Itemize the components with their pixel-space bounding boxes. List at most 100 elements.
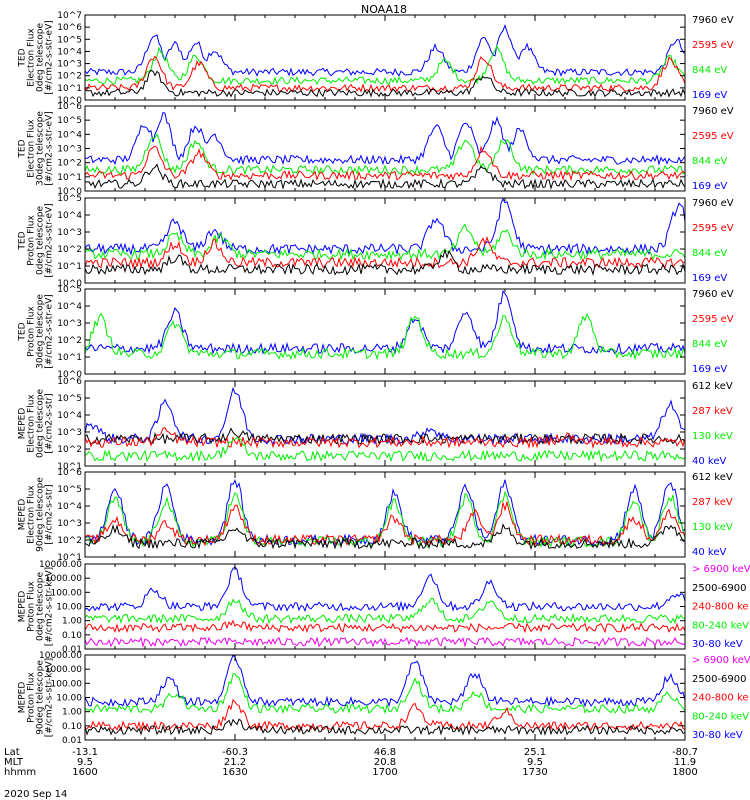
panel-1: 10^010^110^210^310^410^510^610^7TEDElect… — [18, 11, 734, 106]
y-tick-label: 10^1 — [57, 553, 82, 563]
y-tick-label: 10^4 — [57, 211, 82, 221]
footer-hhmm-value: 1600 — [72, 767, 97, 778]
panel-frame — [84, 563, 686, 650]
series-line-black — [85, 523, 685, 551]
footer-row-label: MLT — [4, 757, 24, 768]
y-tick-label: 10^2 — [57, 536, 82, 546]
y-axis-label-line: MEPED — [18, 499, 28, 531]
y-tick-label: 10^3 — [57, 60, 82, 70]
y-axis-label-line: 0deg telescope — [36, 23, 46, 93]
y-axis-label-line: Proton Flux — [27, 215, 37, 266]
y-axis-label: MEPEDProton Flux0deg telescope[#/cm2-s-s… — [18, 567, 55, 646]
y-axis-label-line: [#/cm2-s-str] — [45, 393, 55, 453]
series-line-green — [85, 598, 685, 625]
y-axis-label-line: 0deg telescope — [36, 572, 46, 642]
footer-mlt-value: 11.9 — [674, 757, 696, 768]
legend-entry: 612 keV — [692, 472, 733, 483]
legend-entry: 2595 eV — [692, 223, 734, 234]
y-axis-label: TEDProton Flux30deg telescope[#/cm2-s-st… — [18, 294, 55, 369]
series-line-magenta — [85, 636, 685, 649]
legend-entry: 7960 eV — [692, 289, 734, 300]
y-axis-label-line: [#/cm2-s-str-keV] — [45, 567, 55, 646]
y-tick-label: 10^1 — [57, 462, 82, 472]
footer-lat-value: -13.1 — [72, 747, 98, 758]
y-tick-label: 10^7 — [57, 11, 82, 21]
y-axis-label: MEPEDElectron Flux0deg telescope[#/cm2-s… — [18, 389, 55, 459]
legend-entry: 2595 eV — [692, 131, 734, 142]
y-tick-label: 1.00 — [62, 708, 82, 718]
series-line-green — [85, 44, 685, 86]
y-tick-label: 10000.00 — [39, 560, 82, 570]
panel-frame — [84, 288, 686, 375]
series-line-black — [85, 163, 685, 190]
legend-entry: 844 eV — [692, 339, 727, 350]
series-line-green — [85, 673, 685, 715]
y-axis-label-line: 90deg telescope — [36, 660, 46, 735]
footer-lat-value: -80.7 — [672, 747, 698, 758]
y-tick-label: 10^6 — [57, 377, 82, 387]
footer-lat-value: 25.1 — [524, 747, 546, 758]
series-group — [85, 24, 685, 98]
y-tick-label: 100.00 — [51, 679, 83, 689]
legend-entry: 2595 eV — [692, 40, 734, 51]
y-tick-label: 10^2 — [57, 245, 82, 255]
legend-entry: 7960 eV — [692, 198, 734, 209]
y-axis-label-line: Electron Flux — [27, 485, 37, 544]
legend-entry: 844 eV — [692, 156, 727, 167]
y-tick-label: 10^1 — [57, 353, 82, 363]
series-group — [85, 386, 685, 463]
y-tick-label: 10^5 — [57, 35, 82, 45]
legend-entry: 844 eV — [692, 248, 727, 259]
series-line-green — [85, 436, 685, 463]
y-tick-label: 10^5 — [57, 285, 82, 295]
footer-row-label: Lat — [4, 747, 20, 758]
y-tick-label: 0.10 — [62, 722, 82, 732]
legend-entry: 7960 eV — [692, 15, 734, 26]
series-line-black — [85, 69, 685, 98]
series-group — [85, 479, 685, 551]
y-tick-label: 0.01 — [62, 736, 82, 746]
series-line-blue — [85, 290, 685, 356]
panels-group: 10^010^110^210^310^410^510^610^7TEDElect… — [18, 11, 750, 746]
y-axis-label-line: 30deg telescope — [36, 294, 46, 369]
series-group — [85, 566, 685, 649]
legend-entry: 80-240 keV — [692, 620, 749, 631]
footer-mlt-value: 20.8 — [374, 757, 396, 768]
y-tick-label: 10^1 — [57, 84, 82, 94]
footer-lat-value: -60.3 — [222, 747, 248, 758]
y-axis-label-line: 0deg telescope — [36, 206, 46, 276]
y-axis-label-line: TED — [18, 139, 28, 158]
y-tick-label: 10^3 — [57, 228, 82, 238]
legend-entry: 169 eV — [692, 90, 727, 101]
y-axis-label-line: Electron Flux — [27, 119, 37, 178]
y-axis-label-line: [#/cm2-s-str-eV] — [45, 294, 55, 369]
series-group — [85, 198, 685, 277]
legend-entry: 612 keV — [692, 381, 733, 392]
series-line-red — [85, 698, 685, 732]
series-group — [85, 290, 685, 361]
y-axis-label-line: Electron Flux — [27, 394, 37, 453]
y-axis-label-line: Proton Flux — [27, 581, 37, 632]
series-line-green — [85, 223, 685, 261]
series-line-blue — [85, 198, 685, 257]
series-line-blue — [85, 111, 685, 166]
series-line-blue — [85, 24, 685, 77]
y-tick-label: 10^2 — [57, 72, 82, 82]
legend-entry: 287 keV — [692, 406, 733, 417]
y-axis-label-line: [#/cm2-s-str-eV] — [45, 203, 55, 278]
legend-entry: 2595 eV — [692, 314, 734, 325]
y-tick-label: 10^3 — [57, 519, 82, 529]
y-tick-label: 10^5 — [57, 194, 82, 204]
series-line-red — [85, 145, 685, 182]
y-tick-label: 10^2 — [57, 159, 82, 169]
legend-entry: 30-80 keV — [692, 730, 743, 741]
y-axis-label-line: [#/cm2-s-str] — [45, 484, 55, 544]
legend-entry: 2500-6900 — [692, 674, 747, 685]
legend-entry: > 6900 keV — [692, 655, 750, 666]
series-line-red — [85, 55, 685, 93]
y-tick-label: 10^4 — [57, 47, 82, 57]
